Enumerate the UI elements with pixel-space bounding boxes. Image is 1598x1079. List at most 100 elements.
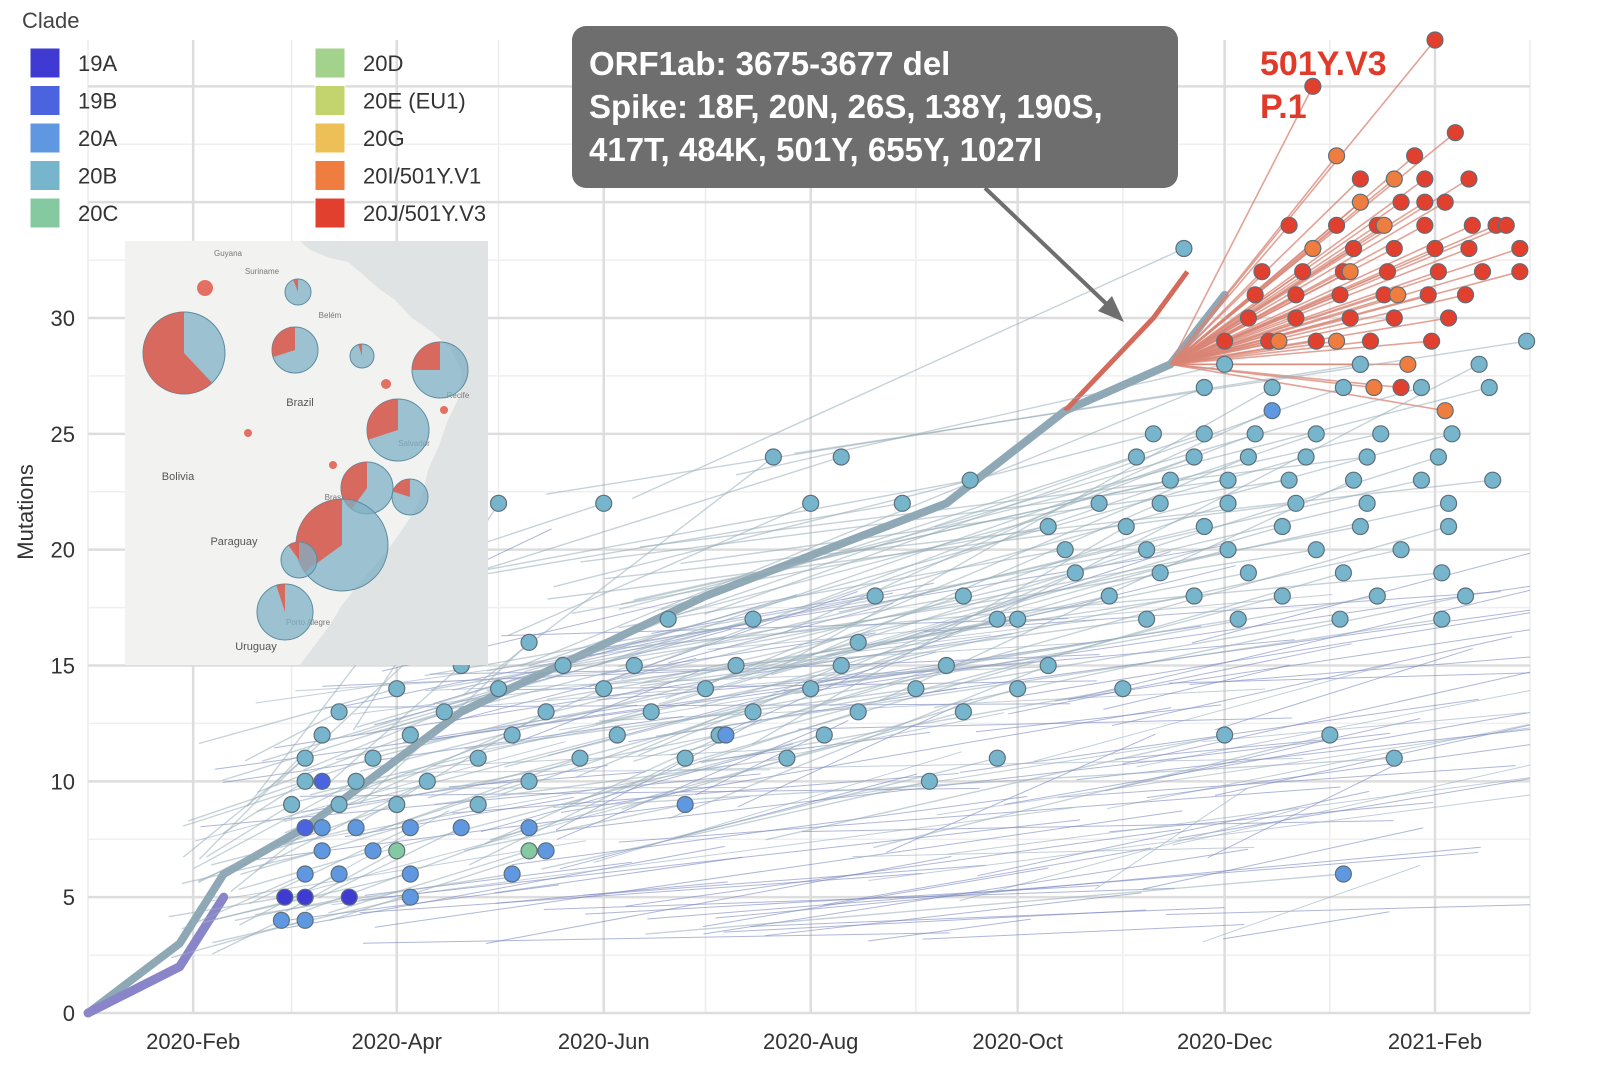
legend-swatch [29, 85, 61, 116]
branch-line [1103, 664, 1290, 710]
branch-line [1172, 764, 1531, 846]
branch-line [543, 887, 1175, 911]
tip-point [1304, 77, 1322, 95]
tip-point [1518, 332, 1536, 350]
tip-point [744, 610, 762, 628]
variant-label-501y-v3: 501Y.V3 [1260, 45, 1387, 83]
tip-point [1307, 425, 1325, 443]
branch-line [248, 827, 411, 905]
branch-line [486, 680, 1097, 691]
tip-point [1484, 471, 1502, 489]
tip-point [1463, 216, 1481, 234]
branch-line [418, 502, 903, 587]
tip-point [1328, 332, 1346, 350]
tip-point [1039, 656, 1057, 675]
legend-label: 20E (EU1) [363, 89, 466, 114]
branch-line [765, 892, 1142, 937]
branch-line [528, 548, 1317, 675]
tip-point [1423, 332, 1441, 350]
branch-line [359, 641, 530, 805]
branch-line [751, 525, 1127, 745]
clade-legend: Clade 19A 19B 20A 20B 20C 20D 20E (EU1) 20G 20I/… [22, 8, 486, 229]
branch-line [278, 884, 560, 922]
tip-point [595, 680, 613, 698]
map-pie-slice [293, 279, 298, 292]
map-place-label: Brazil [286, 397, 314, 409]
tip-point [1334, 865, 1352, 883]
tip-point [1216, 355, 1234, 373]
branch-line [670, 595, 1283, 756]
map-pie [366, 398, 430, 462]
tip-point [1344, 239, 1363, 258]
tip-point [1399, 355, 1417, 373]
branch-line [358, 819, 1081, 901]
y-tick-label: 25 [51, 422, 75, 447]
tip-point [744, 703, 762, 721]
tip-point [401, 865, 419, 883]
tip-point [520, 819, 538, 837]
tip-point [1351, 193, 1369, 211]
branch-line [621, 479, 1171, 605]
tip-point [1090, 494, 1108, 512]
tip-point [988, 610, 1006, 628]
tip-point [1334, 564, 1352, 582]
map-pie-slice [288, 542, 299, 560]
tip-point [1439, 517, 1458, 536]
branch-line [765, 734, 1225, 841]
branch-line [852, 846, 1255, 858]
tip-point [1185, 448, 1203, 466]
tip-point [849, 703, 867, 721]
tip-point [1287, 494, 1305, 512]
branch-line [1111, 636, 1513, 727]
branch-line [798, 717, 1293, 730]
branch-line [794, 585, 1531, 694]
legend-label: 19B [78, 89, 117, 114]
branch-line [735, 363, 1225, 476]
branch-line [601, 548, 1402, 723]
map-pie-slice [272, 327, 295, 358]
tip-point [330, 795, 348, 814]
branch-line [633, 664, 947, 762]
tip-point [1426, 31, 1444, 49]
tip-point [676, 795, 694, 814]
branch-line [800, 433, 1317, 610]
tip-point [1137, 610, 1156, 628]
branch-line [709, 456, 1249, 685]
branch-line [977, 790, 1370, 877]
branch-line [206, 803, 292, 858]
tip-point [503, 726, 521, 744]
tip-point [764, 448, 782, 466]
branch-line [211, 826, 357, 866]
branch-line [547, 502, 1296, 600]
branch-line [1169, 201, 1361, 365]
branch-line [286, 845, 725, 929]
legend-label: 20G [363, 126, 405, 151]
tip-point [778, 749, 796, 767]
branch-line [580, 479, 1229, 563]
tip-point [1456, 286, 1475, 304]
branch-line [295, 641, 1093, 692]
branch-line [1189, 656, 1531, 685]
branch-line [1105, 717, 1421, 792]
tip-point [520, 772, 538, 790]
branch-line [562, 711, 859, 807]
tip-point [1436, 193, 1454, 211]
tip-point [401, 726, 419, 744]
branch-line [1223, 911, 1390, 940]
branch-line [244, 711, 340, 762]
tip-point [1416, 216, 1434, 234]
tip-point [1056, 541, 1074, 559]
branch-line [699, 572, 1161, 707]
branch-line [625, 828, 1181, 907]
map-marker [381, 379, 391, 389]
variant-label-p1: P.1 [1260, 88, 1307, 126]
branch-line [668, 664, 1049, 820]
branch-line [495, 881, 728, 904]
legend-label: 19A [78, 51, 117, 76]
branch-line [546, 618, 1018, 701]
branch-line [358, 780, 530, 837]
branch-line [603, 572, 1442, 650]
legend-label: 20B [78, 164, 117, 189]
tip-point [1331, 286, 1349, 304]
